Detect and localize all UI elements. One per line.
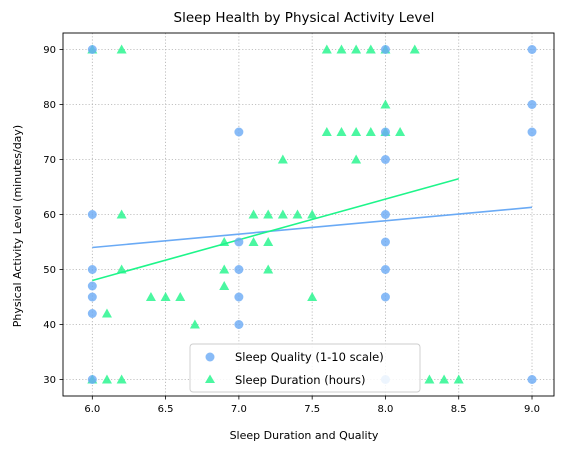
y-tick-label: 40	[43, 320, 56, 331]
legend-label-sleep-quality: Sleep Quality (1-10 scale)	[235, 350, 384, 364]
sleep-quality-point	[234, 320, 243, 329]
sleep-quality-point	[88, 265, 97, 274]
sleep-quality-point	[381, 155, 390, 164]
x-tick-label: 8.5	[451, 404, 467, 415]
sleep-quality-point	[234, 128, 243, 137]
y-tick-label: 90	[43, 45, 56, 56]
sleep-quality-point	[528, 45, 537, 54]
y-tick-label: 70	[43, 155, 56, 166]
chart-title: Sleep Health by Physical Activity Level	[174, 10, 435, 26]
y-tick-label: 30	[43, 375, 56, 386]
sleep-quality-point	[381, 210, 390, 219]
y-tick-label: 60	[43, 210, 56, 221]
legend-marker-sleep-quality	[206, 353, 215, 362]
sleep-quality-point	[528, 375, 537, 384]
sleep-quality-point	[88, 210, 97, 219]
sleep-quality-point	[381, 45, 390, 54]
sleep-quality-point	[381, 128, 390, 137]
sleep-quality-point	[88, 293, 97, 302]
sleep-quality-point	[88, 309, 97, 318]
sleep-quality-point	[88, 282, 97, 291]
sleep-quality-point	[88, 375, 97, 384]
legend: Sleep Quality (1-10 scale) Sleep Duratio…	[190, 344, 420, 392]
x-tick-label: 7.0	[231, 404, 247, 415]
x-tick-label: 6.0	[84, 404, 100, 415]
x-tick-label: 9.0	[524, 404, 540, 415]
x-tick-label: 8.0	[377, 404, 393, 415]
sleep-quality-point	[234, 238, 243, 247]
x-axis-label: Sleep Duration and Quality	[230, 429, 379, 442]
sleep-quality-point	[234, 293, 243, 302]
legend-label-sleep-duration: Sleep Duration (hours)	[235, 373, 366, 387]
sleep-quality-point	[234, 265, 243, 274]
sleep-quality-point	[528, 128, 537, 137]
sleep-quality-point	[88, 45, 97, 54]
sleep-quality-point	[381, 293, 390, 302]
x-tick-label: 6.5	[158, 404, 174, 415]
y-axis-label: Physical Activity Level (minutes/day)	[11, 125, 24, 327]
y-tick-label: 50	[43, 265, 56, 276]
sleep-quality-point	[381, 238, 390, 247]
y-tick-label: 80	[43, 100, 56, 111]
x-tick-label: 7.5	[304, 404, 320, 415]
sleep-quality-point	[528, 100, 537, 109]
sleep-quality-point	[381, 265, 390, 274]
